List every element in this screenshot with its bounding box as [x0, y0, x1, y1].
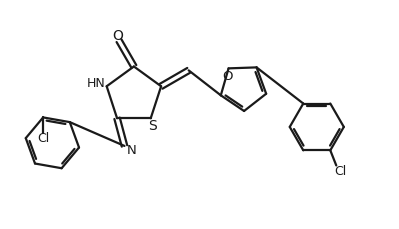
Text: Cl: Cl	[334, 164, 346, 177]
Text: S: S	[148, 119, 157, 133]
Text: O: O	[112, 29, 123, 43]
Text: HN: HN	[87, 76, 105, 89]
Text: Cl: Cl	[37, 131, 49, 144]
Text: N: N	[127, 143, 136, 156]
Text: O: O	[223, 69, 233, 82]
